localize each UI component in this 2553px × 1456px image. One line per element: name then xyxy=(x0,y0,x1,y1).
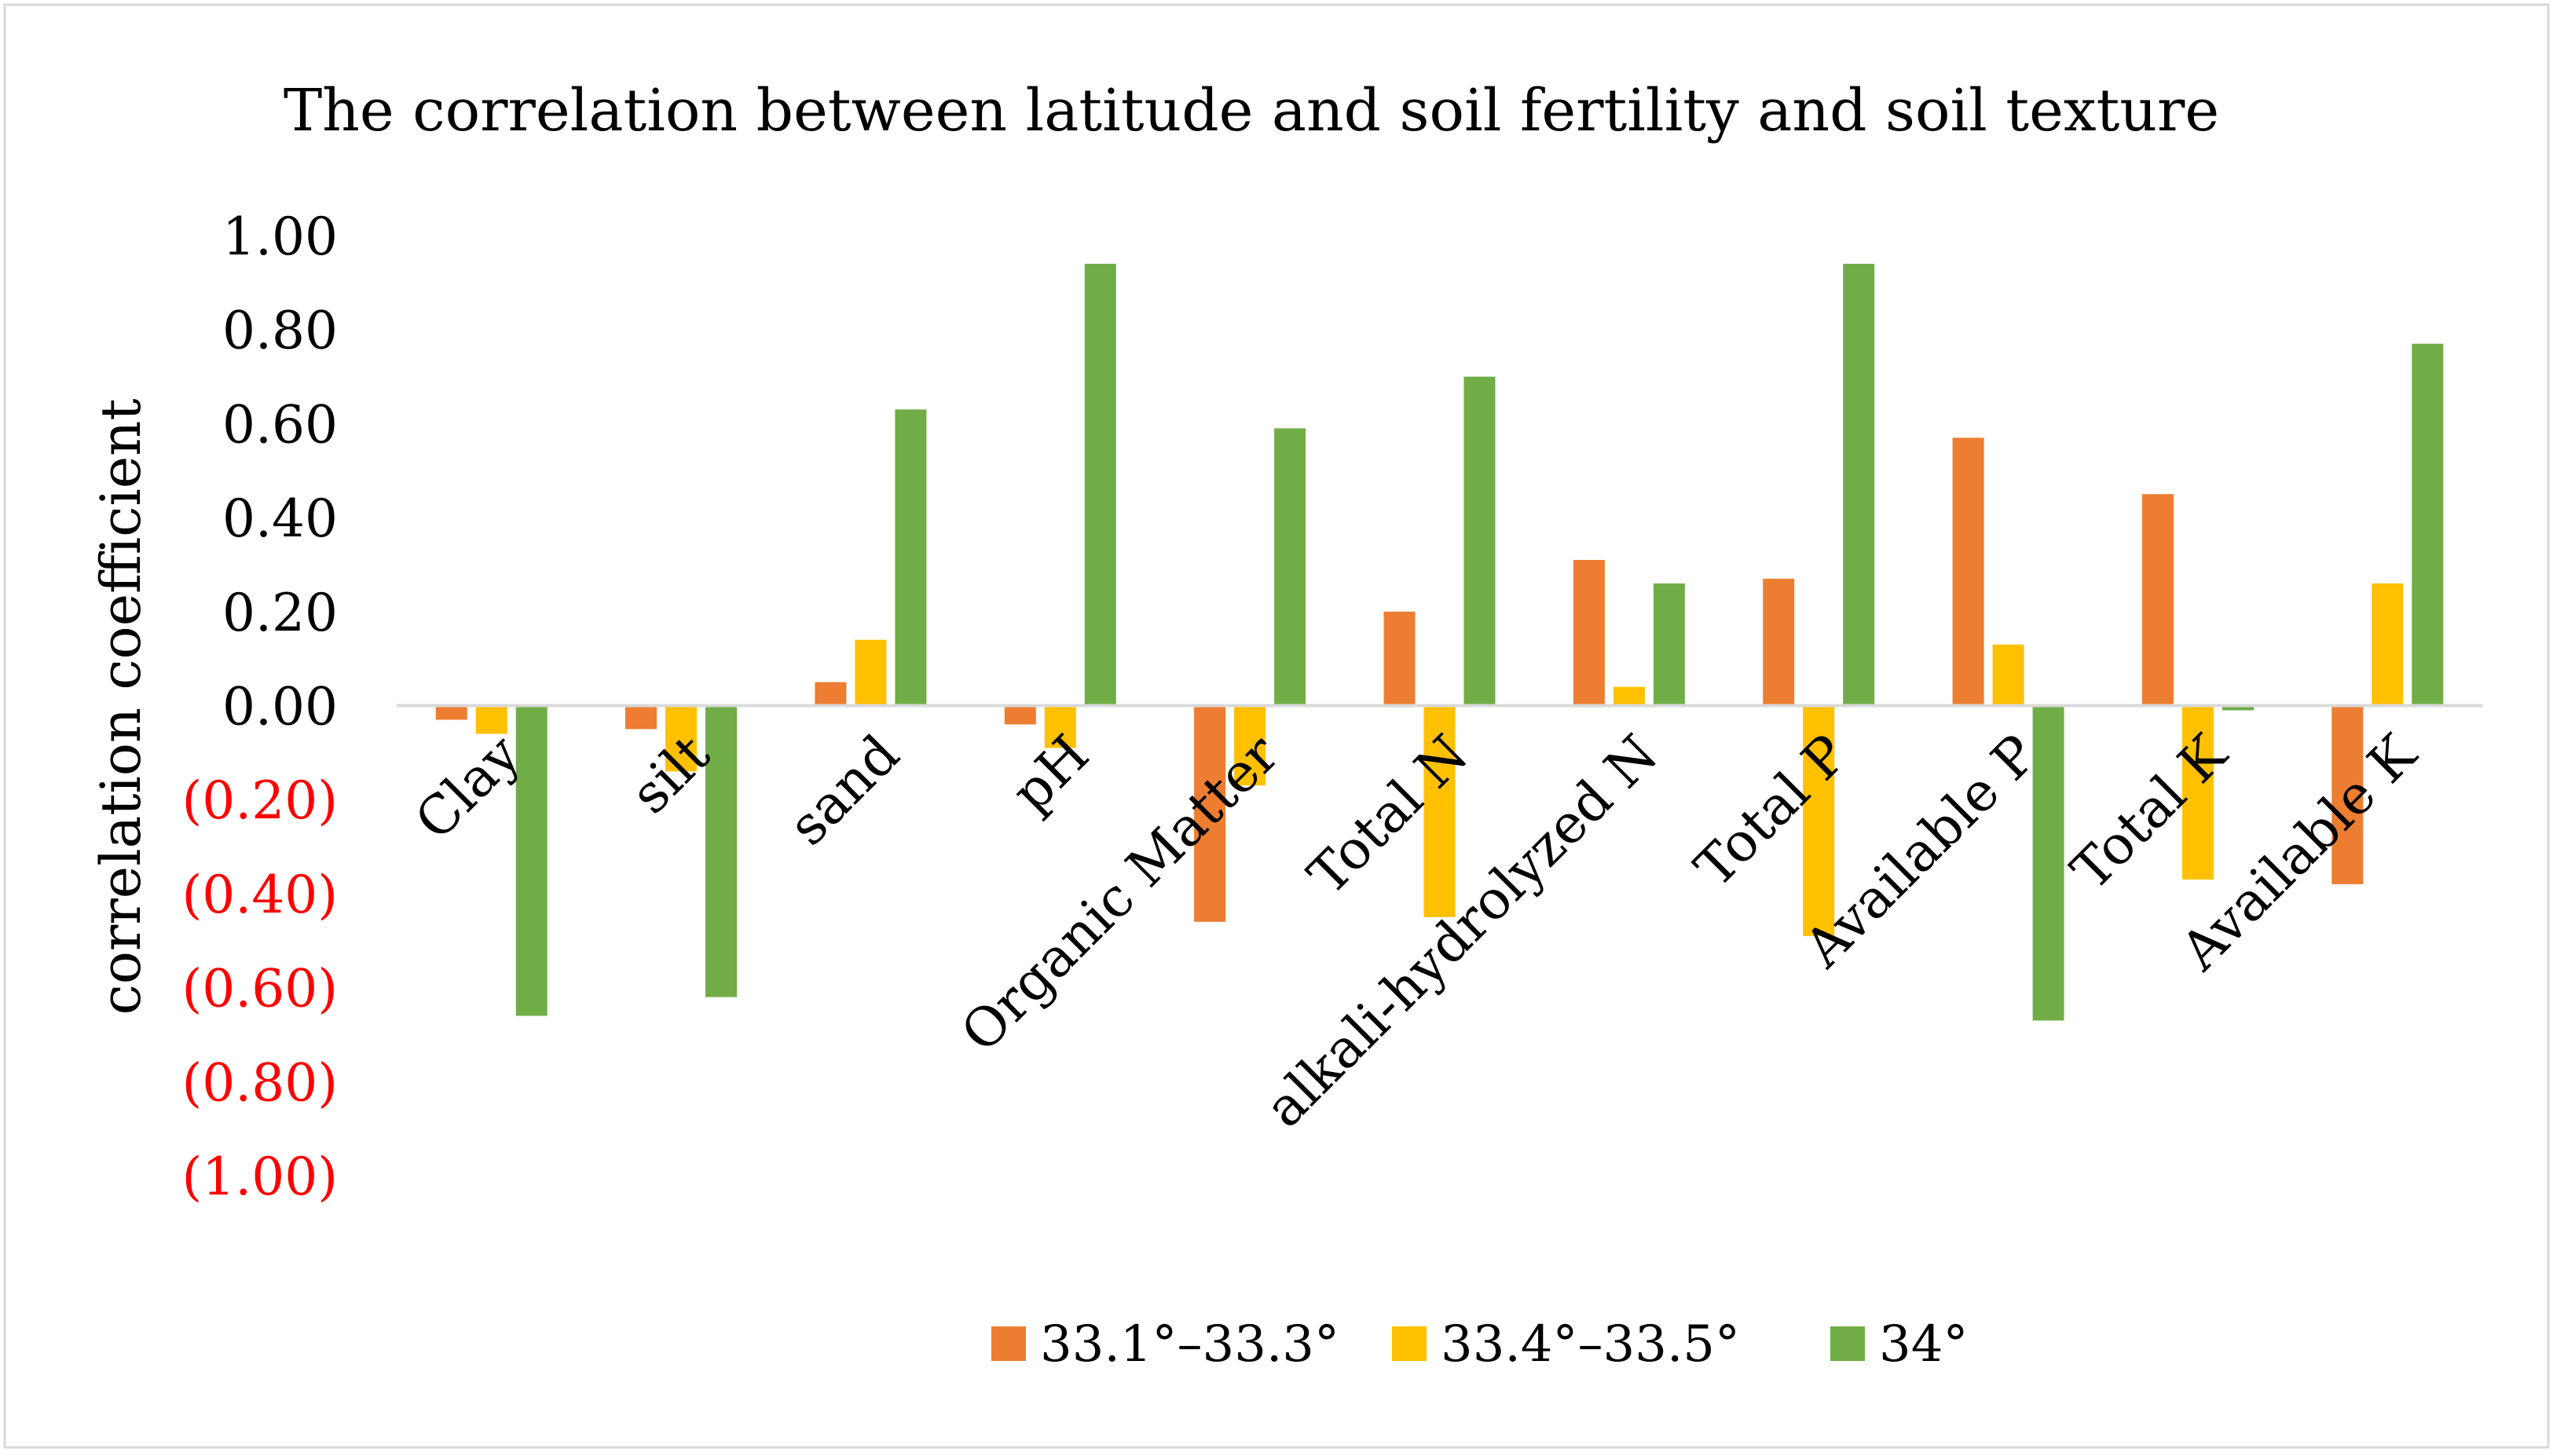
bar-5-1 xyxy=(1423,705,1456,917)
bar-3-1 xyxy=(1044,705,1076,748)
bar-4-0 xyxy=(1194,705,1226,922)
bar-10-1 xyxy=(2372,583,2404,706)
legend-label-0: 33.1°–33.3° xyxy=(1040,1315,1339,1374)
legend-label-2: 34° xyxy=(1879,1315,1968,1374)
bar-8-2 xyxy=(2032,705,2064,1021)
bar-7-1 xyxy=(1803,705,1835,936)
y-tick-label-6: (0.20) xyxy=(182,770,338,831)
legend-swatch-0 xyxy=(991,1326,1026,1361)
bar-0-2 xyxy=(515,705,548,1016)
y-axis-ticks: 1.00 0.80 0.60 0.40 0.20 0.00 (0.20) (0.40) (0.6… xyxy=(182,207,338,1207)
bar-10-2 xyxy=(2412,343,2444,706)
legend-label-1: 33.4°–33.5° xyxy=(1441,1315,1740,1374)
legend: 33.1°–33.3° 33.4°–33.5° 34° xyxy=(991,1315,1968,1374)
chart-title: The correlation between latitude and soi… xyxy=(284,77,2219,145)
legend-swatch-2 xyxy=(1830,1326,1865,1361)
y-tick-label-3: 0.40 xyxy=(222,488,338,549)
y-tick-label-8: (0.60) xyxy=(182,959,338,1019)
bar-0-0 xyxy=(435,705,467,720)
y-tick-label-7: (0.40) xyxy=(182,865,338,925)
bar-2-2 xyxy=(895,409,927,706)
y-tick-label-0: 1.00 xyxy=(222,207,338,267)
bar-4-2 xyxy=(1274,428,1306,706)
bar-1-1 xyxy=(665,705,697,772)
chart-frame xyxy=(3,3,2550,1449)
bar-9-0 xyxy=(2142,494,2174,706)
y-tick-label-1: 0.80 xyxy=(222,301,338,361)
y-tick-label-10: (1.00) xyxy=(182,1147,338,1207)
bar-2-1 xyxy=(855,639,887,706)
bar-3-0 xyxy=(1004,705,1036,725)
bar-2-0 xyxy=(815,682,847,706)
bar-7-2 xyxy=(1843,263,1875,706)
y-axis-label: correlation coefficient xyxy=(89,399,153,1015)
y-tick-label-4: 0.20 xyxy=(222,583,338,643)
bar-5-2 xyxy=(1463,376,1496,706)
bar-8-1 xyxy=(1992,644,2024,706)
y-tick-label-2: 0.60 xyxy=(222,394,338,455)
bar-4-1 xyxy=(1234,705,1266,786)
bar-5-0 xyxy=(1383,611,1416,706)
legend-swatch-1 xyxy=(1392,1326,1427,1361)
bar-6-0 xyxy=(1573,560,1605,706)
y-tick-label-5: 0.00 xyxy=(222,677,338,737)
bar-3-2 xyxy=(1084,263,1116,706)
bar-6-1 xyxy=(1613,686,1645,706)
bars xyxy=(435,263,2444,1021)
bar-10-0 xyxy=(2331,705,2364,884)
bar-8-0 xyxy=(1952,437,1984,706)
bar-7-0 xyxy=(1763,578,1795,706)
bar-0-1 xyxy=(475,705,507,734)
bar-1-0 xyxy=(625,705,657,730)
bar-9-1 xyxy=(2182,705,2214,880)
bar-1-2 xyxy=(705,705,737,997)
bar-6-2 xyxy=(1653,583,1685,706)
y-tick-label-9: (0.80) xyxy=(182,1052,338,1113)
bar-9-2 xyxy=(2222,705,2254,711)
